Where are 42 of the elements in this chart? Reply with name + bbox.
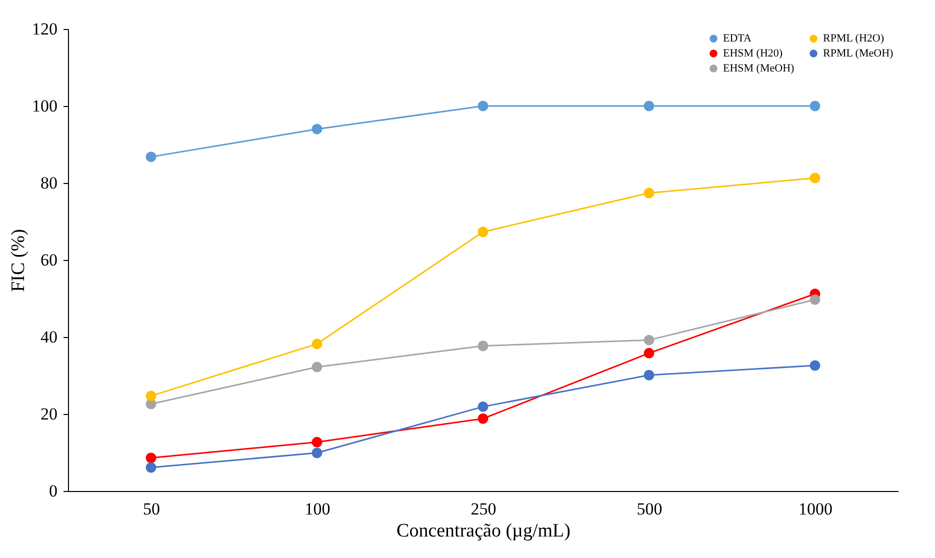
y-axis-title: FIC (%) <box>8 229 29 292</box>
x-tick-label: 500 <box>636 500 662 518</box>
point <box>810 360 820 371</box>
x-tick-label: 250 <box>470 500 496 518</box>
x-tick-label: 100 <box>304 500 330 518</box>
point <box>644 370 654 380</box>
point <box>312 338 322 350</box>
legend-label: RPML (MeOH) <box>823 48 894 60</box>
y-tick-label: 80 <box>40 174 58 192</box>
point <box>146 462 156 473</box>
point <box>810 100 820 112</box>
point <box>644 334 654 346</box>
y-tick-label: 0 <box>49 482 58 500</box>
point <box>478 413 488 424</box>
y-tick-label: 120 <box>32 20 58 38</box>
point <box>810 172 820 184</box>
x-tick-label: 1000 <box>798 500 832 518</box>
legend-label: RPML (H2O) <box>823 32 884 45</box>
point <box>644 348 654 358</box>
point <box>810 294 820 305</box>
legend-label: EDTA <box>723 32 752 45</box>
point <box>644 100 654 112</box>
point <box>312 362 322 372</box>
point <box>478 401 488 412</box>
point <box>644 188 654 198</box>
legend-label: EHSM (MeOH) <box>723 62 795 74</box>
point <box>146 390 156 402</box>
x-axis-title: Concentração (µg/mL) <box>396 520 570 542</box>
point <box>478 340 488 352</box>
point <box>478 100 488 112</box>
point <box>478 226 488 238</box>
point <box>312 448 322 458</box>
x-tick-label: 50 <box>143 500 160 518</box>
y-tick-label: 60 <box>40 250 58 270</box>
legend-label: EHSM (H20) <box>723 48 783 60</box>
point <box>146 152 156 162</box>
y-tick-label: 20 <box>40 404 58 424</box>
y-tick-label: 100 <box>32 96 58 116</box>
point <box>312 124 322 134</box>
point <box>146 452 156 464</box>
y-tick-label: 40 <box>40 328 58 346</box>
point <box>312 436 322 448</box>
